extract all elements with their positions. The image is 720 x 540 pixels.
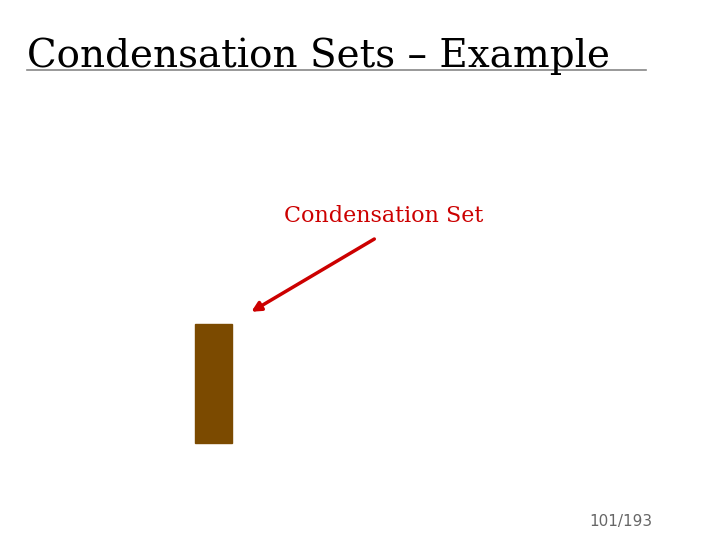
- FancyBboxPatch shape: [195, 324, 232, 443]
- Text: 101/193: 101/193: [590, 514, 652, 529]
- Text: Condensation Set: Condensation Set: [284, 205, 483, 227]
- Text: Condensation Sets – Example: Condensation Sets – Example: [27, 38, 610, 75]
